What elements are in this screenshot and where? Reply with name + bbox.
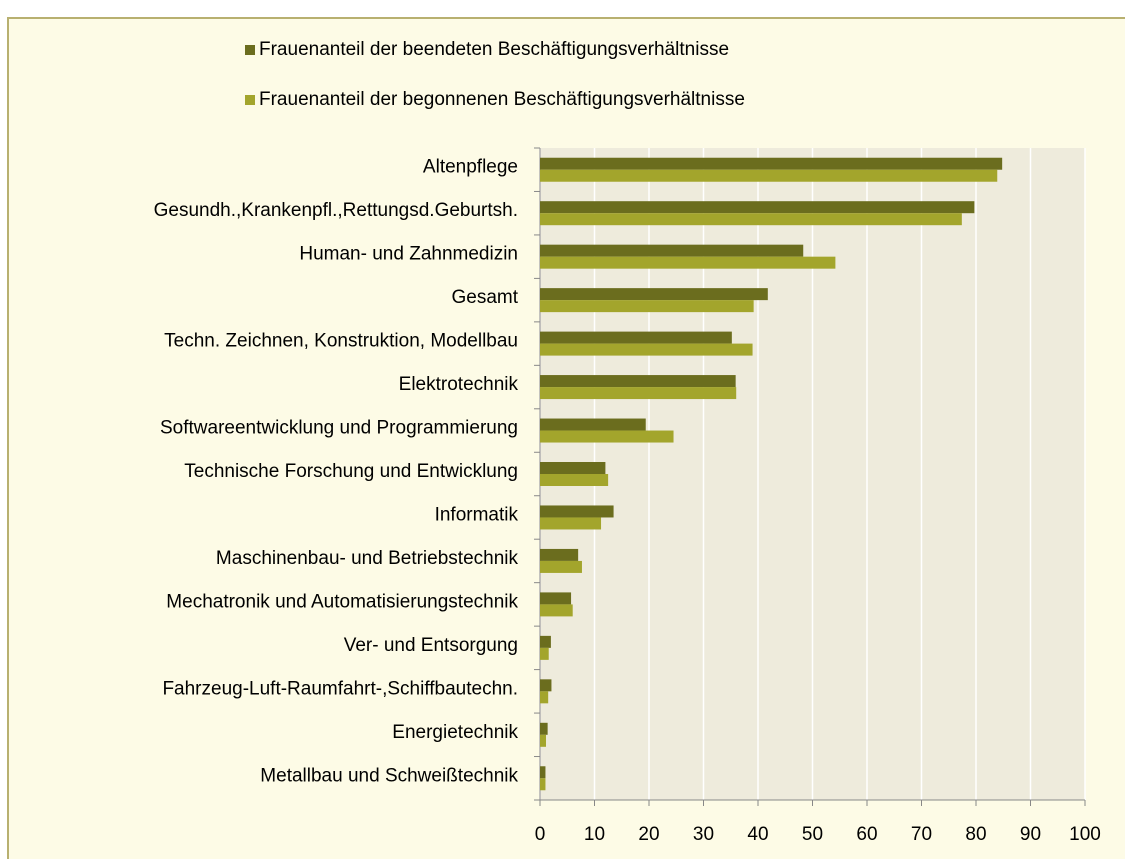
bar <box>540 517 602 530</box>
bar <box>540 300 754 313</box>
bar <box>540 256 836 269</box>
bar <box>540 548 579 561</box>
bar <box>540 343 753 356</box>
bar <box>540 691 549 704</box>
x-tick-label: 10 <box>584 824 605 845</box>
y-tick-label: Mechatronik und Automatisierungstechnik <box>166 591 518 612</box>
y-tick-label: Gesundh.,Krankenpfl.,Rettungsd.Geburtsh. <box>154 200 518 221</box>
bar <box>540 157 1003 170</box>
x-tick-label: 90 <box>1020 824 1041 845</box>
bar <box>540 679 552 692</box>
bar <box>540 213 962 226</box>
bar <box>540 387 737 400</box>
bar <box>540 430 674 443</box>
x-tick-label: 100 <box>1069 824 1101 845</box>
bar <box>540 462 606 474</box>
bar <box>540 560 582 573</box>
bar <box>540 288 768 301</box>
legend-swatch <box>245 95 255 105</box>
legend-label: Frauenanteil der begonnenen Beschäftigun… <box>259 89 745 110</box>
y-tick-label: Techn. Zeichnen, Konstruktion, Modellbau <box>164 331 518 352</box>
x-tick-label: 20 <box>638 824 659 845</box>
y-tick-label: Metallbau und Schweißtechnik <box>260 765 518 786</box>
y-tick-label: Energietechnik <box>392 722 518 743</box>
bar <box>540 766 546 779</box>
bar <box>540 778 546 791</box>
bar <box>540 635 551 648</box>
legend-label: Frauenanteil der beendeten Beschäftigung… <box>259 39 729 60</box>
bar <box>540 604 573 617</box>
legend-swatch <box>245 45 255 55</box>
bar <box>540 244 804 257</box>
y-tick-label: Technische Forschung und Entwicklung <box>184 461 518 482</box>
x-tick-label: 40 <box>747 824 768 845</box>
bar <box>540 592 572 605</box>
y-tick-label: Gesamt <box>451 287 518 308</box>
x-tick-label: 70 <box>911 824 932 845</box>
y-tick-label: Informatik <box>435 504 519 525</box>
bar <box>540 734 546 747</box>
y-tick-label: Altenpflege <box>423 157 518 178</box>
bar <box>540 474 609 486</box>
x-tick-label: 50 <box>802 824 823 845</box>
bar <box>540 722 548 735</box>
bar <box>540 375 736 388</box>
bar <box>540 647 549 660</box>
bar <box>540 201 975 214</box>
bar <box>540 169 998 182</box>
x-tick-label: 80 <box>965 824 986 845</box>
bar <box>540 418 646 431</box>
y-tick-label: Ver- und Entsorgung <box>344 635 518 656</box>
y-tick-label: Softwareentwicklung und Programmierung <box>160 418 518 439</box>
y-tick-label: Human- und Zahnmedizin <box>299 244 518 265</box>
bar <box>540 331 732 344</box>
y-tick-label: Elektrotechnik <box>399 374 519 395</box>
x-tick-label: 0 <box>535 824 546 845</box>
x-tick-label: 30 <box>693 824 714 845</box>
bar <box>540 505 614 518</box>
y-tick-label: Fahrzeug-Luft-Raumfahrt-,Schiffbautechn. <box>162 678 518 699</box>
x-tick-label: 60 <box>856 824 877 845</box>
y-tick-label: Maschinenbau- und Betriebstechnik <box>216 548 519 569</box>
